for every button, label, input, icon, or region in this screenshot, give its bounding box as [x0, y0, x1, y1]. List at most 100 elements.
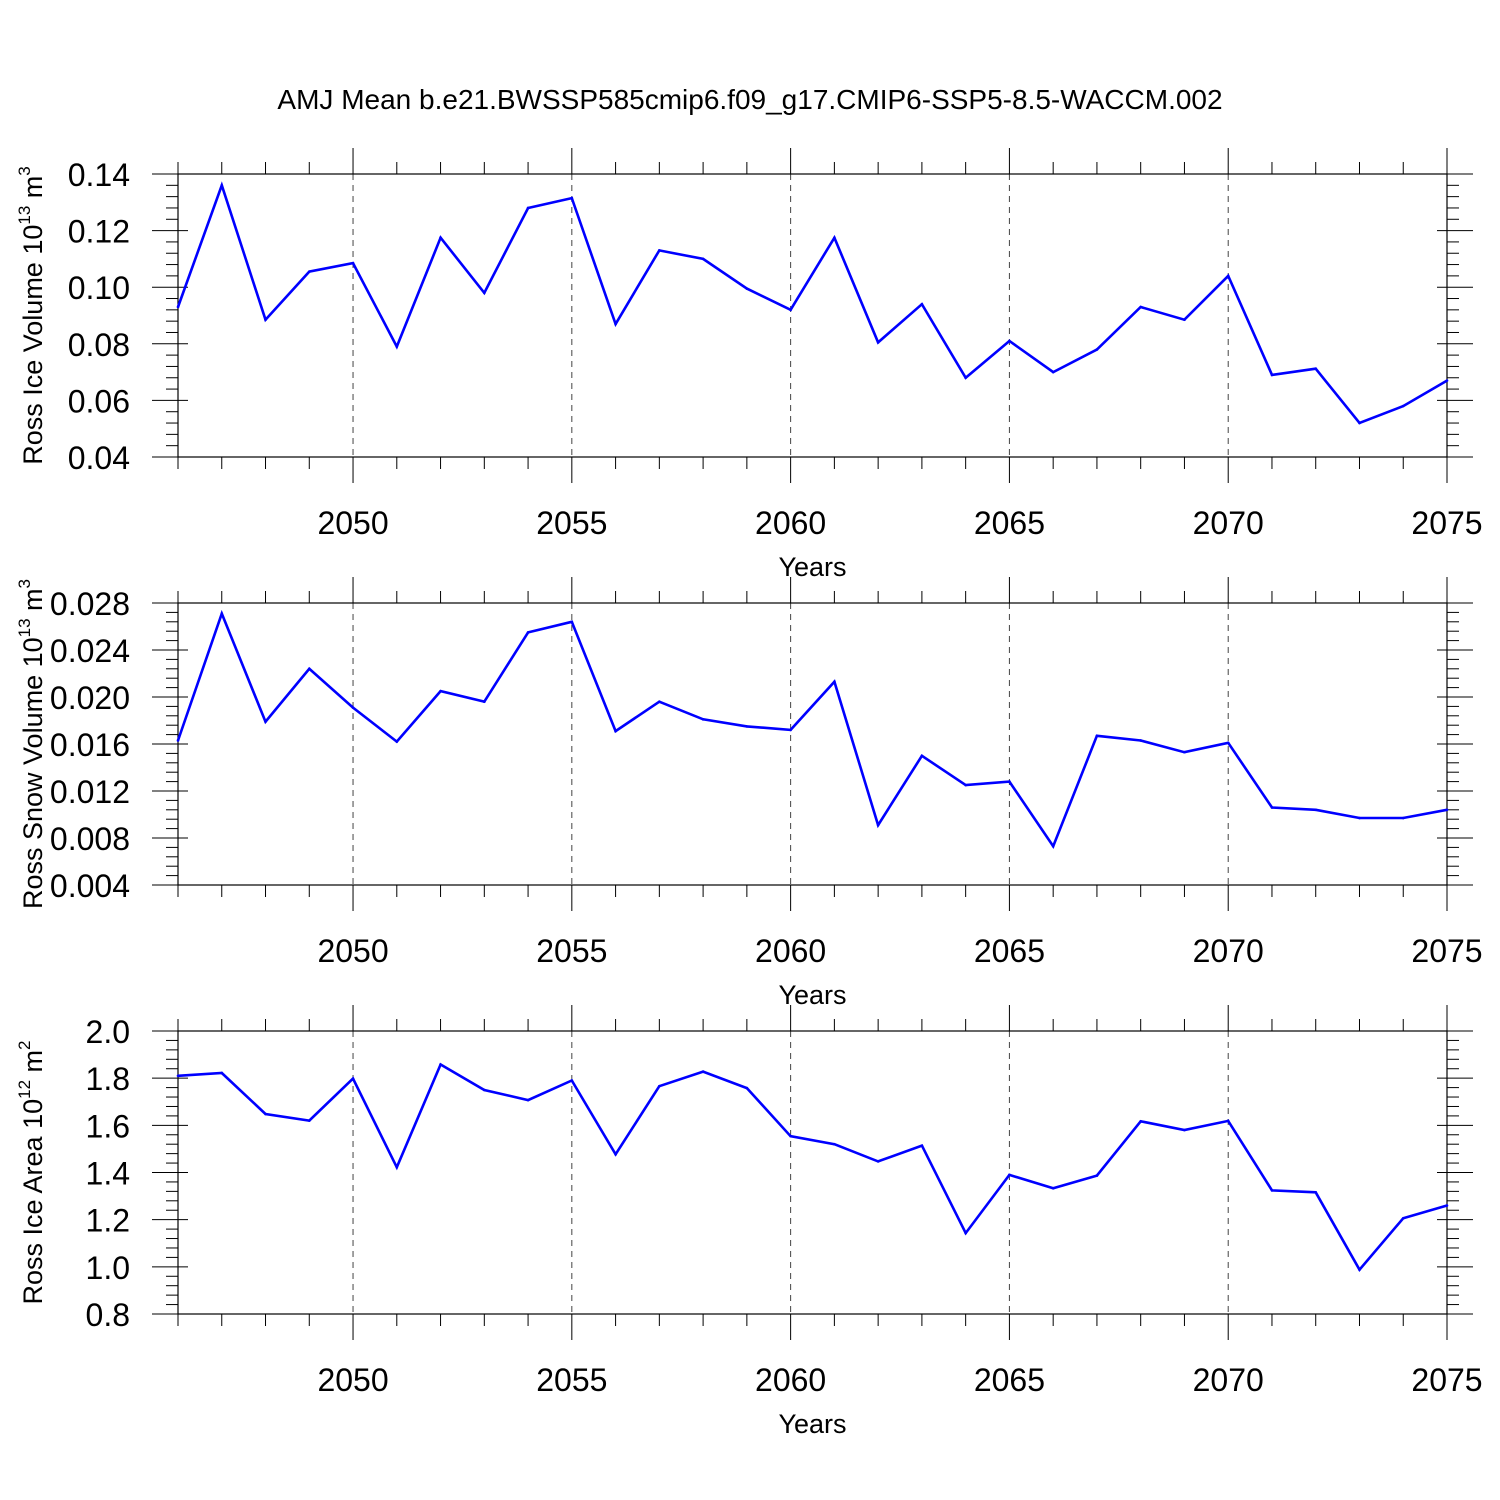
data-point: [1226, 274, 1230, 278]
data-point: [1358, 421, 1361, 425]
data-point: [176, 305, 180, 309]
x-axis-label: Years: [778, 1409, 846, 1439]
series-line: [176, 181, 1448, 425]
data-point: [1401, 1216, 1405, 1220]
x-tick-label: 2065: [974, 1362, 1045, 1398]
y-axis-label-unit-exponent: 3: [15, 166, 34, 175]
data-point: [1139, 1120, 1142, 1123]
data-point: [614, 322, 617, 326]
data-point: [876, 341, 880, 344]
data-point: [1270, 373, 1274, 377]
data-point: [658, 700, 661, 703]
data-point: [483, 1088, 486, 1092]
y-tick-label: 1.2: [86, 1203, 130, 1239]
y-tick-label: 0.14: [68, 157, 130, 193]
data-point: [1051, 370, 1055, 374]
y-tick-label: 0.8: [86, 1297, 130, 1333]
x-tick-label: 2065: [974, 505, 1045, 541]
plot-frame: [177, 1030, 1448, 1315]
data-point: [351, 261, 355, 265]
x-tick-label: 2065: [974, 933, 1045, 969]
plot-frame: [177, 602, 1448, 886]
data-point: [176, 1074, 180, 1078]
data-point: [701, 718, 705, 721]
chart-panel-2: 0.004 0.008 0.012 0.016 0.020 0.024 0.028 2050 2…: [15, 577, 1483, 1010]
data-point: [264, 720, 267, 723]
y-axis-label-exponent: 13: [15, 206, 34, 225]
y-tick-label: 0.028: [50, 586, 130, 622]
data-point: [1401, 816, 1405, 820]
data-point: [964, 1231, 967, 1235]
data-point: [745, 287, 749, 290]
y-tick-label: 0.008: [50, 821, 130, 857]
data-point: [1401, 404, 1405, 408]
x-tick-label: 2055: [536, 1362, 607, 1398]
x-tick-label: 2070: [1193, 505, 1264, 541]
data-point: [439, 236, 442, 239]
data-point: [833, 236, 836, 239]
data-point: [483, 700, 486, 703]
data-point: [395, 345, 399, 348]
x-tick-label: 2060: [755, 933, 826, 969]
y-tick-label: 1.6: [86, 1108, 130, 1144]
data-point: [264, 318, 267, 322]
data-point: [1226, 741, 1230, 745]
y-axis-label-text: Ross Snow Volume 10: [18, 637, 48, 909]
data-point: [1358, 816, 1361, 820]
data-point: [307, 270, 311, 273]
data-point: [570, 196, 574, 200]
data-point: [1314, 808, 1318, 812]
data-point: [526, 631, 530, 634]
data-point: [920, 1144, 924, 1147]
chart-panel-3: 0.8 1.0 1.2 1.4 1.6 1.8 2.0 2050 2055 2060 2065 207…: [15, 1005, 1483, 1439]
y-tick-label: 0.020: [50, 680, 130, 716]
y-axis-label: Ross Ice Area 1012 m2: [15, 1040, 48, 1304]
data-point: [745, 1086, 749, 1090]
data-point: [745, 725, 749, 728]
y-tick-label: 0.04: [68, 440, 130, 476]
data-point: [1358, 1268, 1361, 1271]
y-axis-label-exponent: 13: [15, 618, 34, 637]
data-point: [833, 680, 836, 684]
data-point: [483, 291, 486, 295]
y-tick-label: 1.8: [86, 1061, 130, 1097]
y-tick-label: 0.012: [50, 774, 130, 810]
x-tick-label: 2055: [536, 933, 607, 969]
data-point: [833, 1142, 836, 1146]
data-point: [1226, 1119, 1230, 1123]
data-point: [1051, 1187, 1055, 1190]
data-point: [920, 754, 924, 758]
y-axis-label-unit-exponent: 2: [15, 1040, 34, 1049]
data-point: [439, 689, 442, 693]
plot-frame: [177, 173, 1448, 458]
figure-title: AMJ Mean b.e21.BWSSP585cmip6.f09_g17.CMI…: [277, 84, 1223, 115]
y-tick-label: 0.016: [50, 727, 130, 763]
data-point: [789, 308, 792, 312]
data-point: [351, 706, 355, 709]
data-point: [876, 1160, 880, 1163]
y-axis-label: Ross Ice Volume 1013 m3: [15, 166, 48, 465]
data-point: [176, 739, 180, 742]
y-tick-label: 1.0: [86, 1250, 130, 1286]
data-point: [614, 1153, 617, 1156]
y-tick-label: 1.4: [86, 1156, 130, 1192]
data-point: [964, 376, 967, 380]
data-point: [614, 729, 617, 733]
data-point: [1008, 1173, 1011, 1177]
data-point: [701, 257, 705, 261]
x-tick-label: 2075: [1411, 1362, 1482, 1398]
y-tick-label: 0.08: [68, 327, 130, 363]
x-tick-label: 2075: [1411, 933, 1482, 969]
y-tick-label: 0.024: [50, 633, 130, 669]
data-point: [1008, 339, 1011, 343]
data-point: [220, 612, 224, 615]
data-point: [1008, 780, 1011, 783]
data-point: [1270, 806, 1274, 809]
data-point: [1095, 348, 1099, 351]
y-tick-label: 2.0: [86, 1014, 130, 1050]
y-axis-label: Ross Snow Volume 1013 m3: [15, 579, 48, 909]
series-line: [176, 609, 1448, 849]
data-point: [1445, 1204, 1449, 1207]
data-point: [1445, 379, 1449, 382]
y-axis-label-unit: m: [18, 588, 48, 618]
